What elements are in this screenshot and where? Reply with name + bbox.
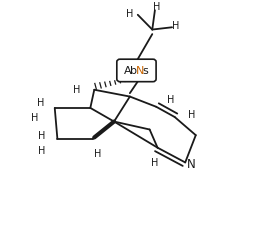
- Text: H: H: [37, 98, 45, 108]
- Text: H: H: [126, 8, 134, 18]
- Text: H: H: [38, 131, 45, 141]
- Text: H: H: [167, 94, 174, 104]
- Text: H: H: [38, 145, 45, 155]
- Text: H: H: [31, 112, 39, 123]
- Text: N: N: [187, 157, 195, 170]
- Text: H: H: [151, 158, 158, 168]
- Text: H: H: [73, 84, 80, 94]
- Text: s: s: [142, 66, 148, 76]
- FancyBboxPatch shape: [117, 60, 156, 82]
- Text: H: H: [172, 21, 179, 31]
- Text: H: H: [188, 109, 196, 119]
- Text: A: A: [124, 66, 132, 76]
- Text: N: N: [135, 66, 144, 76]
- Text: b: b: [130, 66, 137, 76]
- Text: H: H: [94, 149, 101, 159]
- Text: H: H: [153, 2, 160, 12]
